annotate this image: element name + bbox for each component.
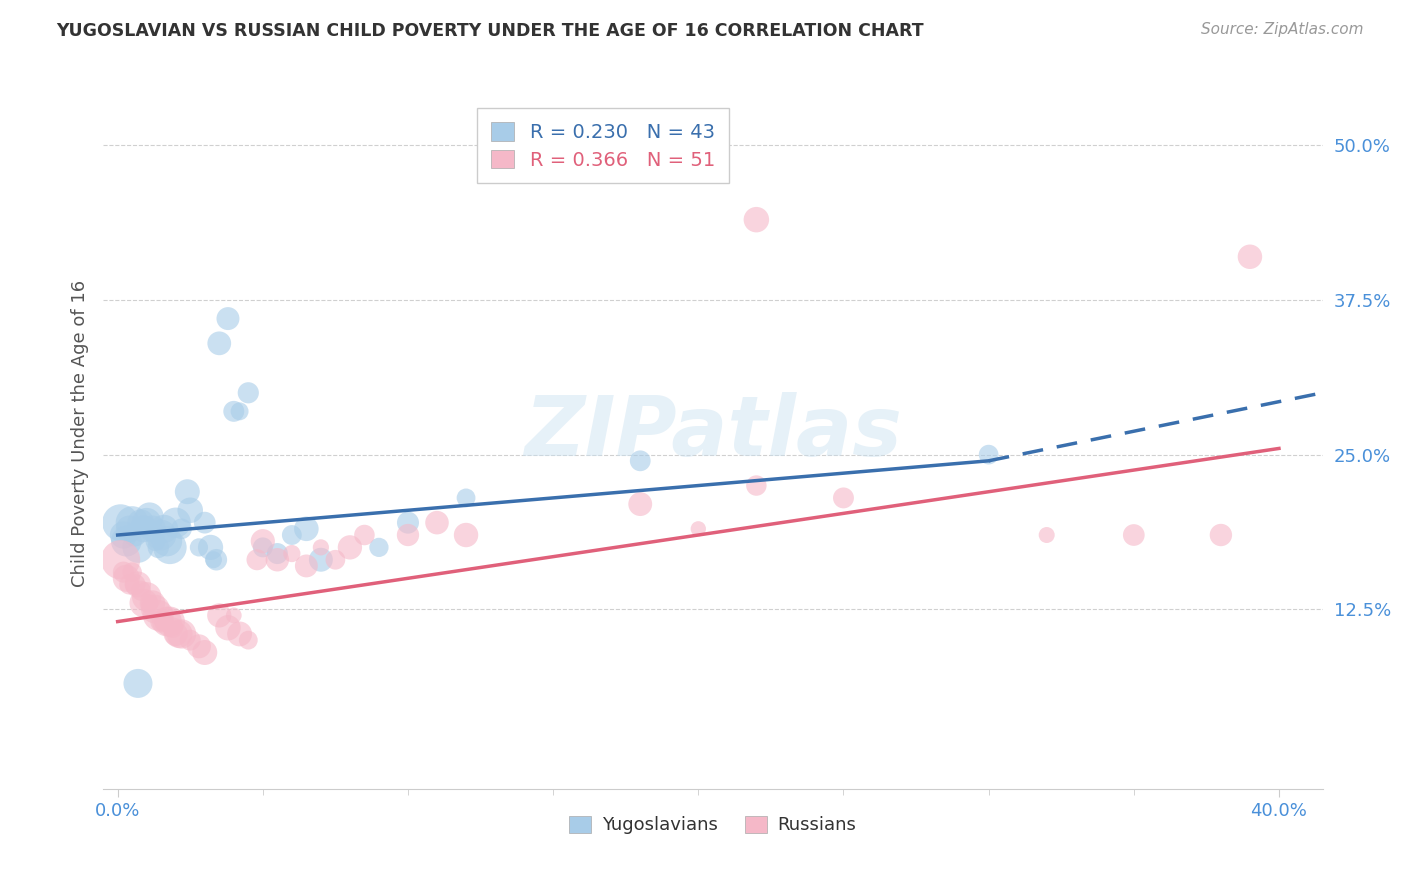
Point (309, 541, 332, 555)
Point (396, 516, 419, 530)
Y-axis label: Child Poverty Under the Age of 16: Child Poverty Under the Age of 16 (72, 279, 89, 587)
Point (153, 522, 176, 536)
Point (124, 577, 146, 591)
Point (222, 404, 245, 418)
Point (124, 528, 146, 542)
Point (121, 565, 143, 579)
Point (165, 627, 187, 641)
Point (745, 212, 768, 227)
Point (187, 640, 209, 654)
Point (1122, 528, 1144, 542)
Point (138, 509, 160, 524)
Point (238, 633, 260, 648)
Point (110, 516, 132, 530)
Point (454, 491, 477, 505)
Point (179, 633, 201, 648)
Point (127, 676, 149, 690)
Point (200, 541, 222, 555)
Point (266, 553, 288, 567)
Point (281, 547, 304, 561)
Point (396, 528, 419, 542)
Point (228, 404, 250, 418)
Point (745, 478, 768, 492)
Point (148, 608, 170, 623)
Point (127, 541, 149, 555)
Point (309, 553, 332, 567)
Point (339, 541, 361, 555)
Point (208, 336, 231, 351)
Point (238, 385, 260, 400)
Point (165, 516, 187, 530)
Legend: Yugoslavians, Russians: Yugoslavians, Russians (561, 806, 865, 844)
Point (132, 522, 155, 536)
Point (112, 565, 135, 579)
Point (217, 311, 239, 326)
Point (162, 621, 184, 635)
Point (132, 596, 155, 610)
Point (110, 553, 132, 567)
Point (129, 583, 152, 598)
Point (118, 577, 141, 591)
Point (148, 541, 170, 555)
Point (127, 577, 149, 591)
Point (252, 534, 274, 549)
Point (118, 522, 141, 536)
Point (153, 615, 176, 629)
Point (228, 627, 250, 641)
Point (628, 497, 651, 511)
Point (135, 516, 157, 530)
Point (129, 516, 152, 530)
Point (628, 454, 651, 468)
Text: Source: ZipAtlas.com: Source: ZipAtlas.com (1201, 22, 1364, 37)
Point (295, 522, 318, 536)
Point (688, 522, 710, 536)
Point (281, 528, 304, 542)
Point (115, 534, 138, 549)
Point (454, 528, 477, 542)
Point (141, 596, 163, 610)
Point (156, 615, 179, 629)
Point (325, 553, 347, 567)
Point (194, 645, 217, 659)
Point (295, 558, 318, 573)
Point (159, 615, 181, 629)
Point (179, 503, 201, 517)
Point (135, 590, 157, 604)
Point (194, 516, 217, 530)
Point (145, 534, 167, 549)
Point (368, 541, 391, 555)
Point (252, 541, 274, 555)
Point (353, 528, 375, 542)
Point (170, 627, 193, 641)
Point (832, 491, 855, 505)
Point (1209, 528, 1232, 542)
Point (170, 522, 193, 536)
Point (426, 516, 449, 530)
Point (266, 547, 288, 561)
Point (145, 602, 167, 616)
Point (1239, 250, 1261, 264)
Point (150, 528, 173, 542)
Point (138, 596, 160, 610)
Point (176, 484, 198, 499)
Point (208, 608, 231, 623)
Point (121, 516, 143, 530)
Point (977, 448, 1000, 462)
Point (167, 627, 190, 641)
Text: YUGOSLAVIAN VS RUSSIAN CHILD POVERTY UNDER THE AGE OF 16 CORRELATION CHART: YUGOSLAVIAN VS RUSSIAN CHILD POVERTY UND… (56, 22, 924, 40)
Point (246, 553, 269, 567)
Point (156, 534, 179, 549)
Point (159, 541, 181, 555)
Point (217, 621, 239, 635)
Point (141, 522, 163, 536)
Point (202, 553, 225, 567)
Point (205, 553, 228, 567)
Point (112, 528, 135, 542)
Point (187, 541, 209, 555)
Point (115, 571, 138, 585)
Point (222, 608, 245, 623)
Text: ZIPatlas: ZIPatlas (524, 392, 901, 474)
Point (1035, 528, 1057, 542)
Point (150, 615, 173, 629)
